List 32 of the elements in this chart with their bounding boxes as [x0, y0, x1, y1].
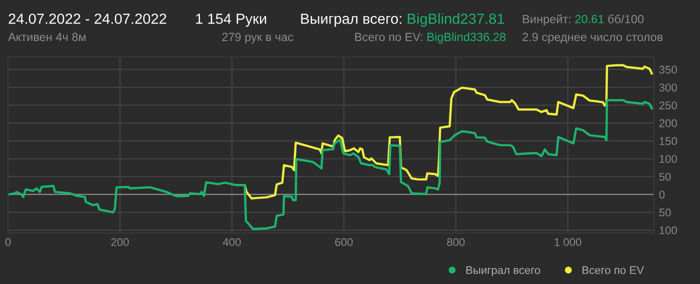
text: 1 154 Руки	[196, 14, 266, 27]
text: Винрейт:	[522, 14, 570, 26]
y-tick-label: 50	[659, 172, 671, 181]
chart-title: 24.07.2022 - 24.07.2022	[8, 14, 166, 24]
y-tick-label: 100	[660, 226, 677, 234]
x-tick-label: 0	[5, 238, 11, 246]
text: BigBlind237.81	[408, 13, 504, 27]
y-tick-label: 200	[659, 119, 677, 128]
y-tick-label: 100	[660, 155, 677, 163]
legend-label: Всего по EV	[582, 266, 644, 274]
x-tick-label: 800	[447, 238, 465, 246]
text: Выиграл всего:	[301, 14, 402, 27]
legend-label: Выиграл всего	[466, 266, 540, 276]
y-tick-label: 50	[659, 208, 671, 216]
text: бб/100	[608, 14, 644, 24]
line-series	[244, 64, 653, 200]
text: 2.9 среднее число столов	[522, 32, 663, 44]
text: 279 рук в час	[222, 32, 294, 44]
x-tick-label: 400	[222, 238, 241, 246]
y-tick-label: 350	[659, 66, 677, 74]
x-tick-label: 1 000	[554, 238, 582, 246]
y-tick-label: 150	[660, 137, 677, 146]
text: Всего по EV:	[355, 32, 422, 42]
chart-subtitle: Активен 4ч 8м	[8, 32, 86, 42]
y-tick-label: 250	[659, 101, 677, 110]
y-tick-label: 0	[659, 190, 665, 199]
x-tick-label: 200	[111, 238, 129, 246]
line-series	[8, 99, 653, 230]
x-tick-label: 600	[335, 238, 353, 246]
text: BigBlind336.28	[428, 32, 506, 44]
y-tick-label: 300	[659, 84, 677, 92]
text: 20.61	[575, 14, 604, 24]
